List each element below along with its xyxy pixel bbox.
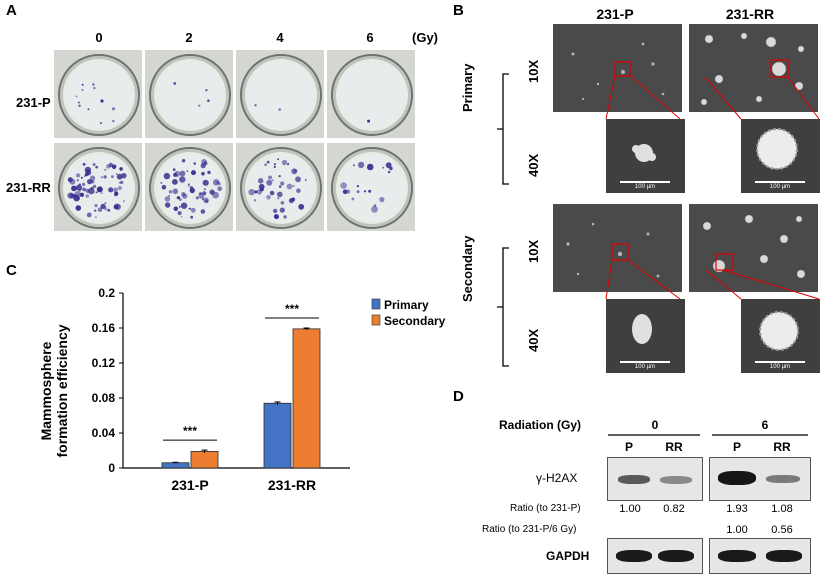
- dose-unit: (Gy): [412, 30, 438, 45]
- radiation-label: Radiation (Gy): [499, 418, 582, 432]
- mag-label-40x-primary: 40X: [526, 153, 541, 177]
- bar-secondary-231-rr: [292, 328, 321, 469]
- dose-label-4: 4: [276, 30, 284, 45]
- colony-plate: [327, 50, 415, 138]
- bar-primary-231-p: [161, 462, 190, 469]
- scale-label: 100 µm: [769, 364, 791, 370]
- x-tick-label: 231-P: [171, 477, 208, 493]
- ratio1-label: Ratio (to 231-P): [510, 503, 581, 514]
- ratio2-label: Ratio (to 231-P/6 Gy): [482, 524, 577, 535]
- panel-a-letter: A: [6, 2, 17, 19]
- scale-label: 100 µm: [769, 184, 791, 190]
- colony-plate: [236, 50, 324, 138]
- legend-label-secondary: Secondary: [384, 314, 446, 328]
- micrograph-231p-secondary-10x: [553, 204, 682, 292]
- micrograph-231p-secondary-40x: 100 µm: [606, 299, 685, 373]
- bar-primary-231-rr: [263, 402, 292, 469]
- significance-marker: ***: [183, 424, 197, 438]
- lane-label-p-0: P: [624, 440, 633, 454]
- y-axis-label-line2: formation efficiency: [54, 324, 70, 458]
- dose-label-6: 6: [366, 30, 374, 45]
- ratio1-value: 1.93: [726, 503, 748, 515]
- panel-c-letter: C: [6, 262, 17, 279]
- bar-secondary-231-p: [190, 450, 219, 469]
- panel-b-letter: B: [453, 2, 464, 19]
- micrograph-231rr-primary-10x: [689, 24, 818, 112]
- scale-bar: [620, 181, 670, 183]
- blot-gh2ax-6gy: [709, 457, 811, 501]
- legend-swatch-secondary: [371, 314, 381, 326]
- micrograph-231rr-secondary-10x: [689, 204, 818, 292]
- group-brackets: [497, 73, 509, 367]
- colony-plate: [54, 143, 142, 231]
- mag-label-40x-secondary: 40X: [526, 328, 541, 352]
- micrograph-231rr-secondary-40x: 100 µm: [741, 299, 820, 373]
- dose-label-0: 0: [95, 30, 103, 45]
- ratio1-value: 0.82: [663, 503, 685, 515]
- y-tick-label: 0.12: [92, 356, 116, 370]
- scale-label: 100 µm: [634, 184, 656, 190]
- dose-bars: [608, 434, 808, 436]
- scale-label: 100 µm: [634, 364, 656, 370]
- dose-0-label: 0: [651, 418, 659, 432]
- scale-bar: [755, 181, 805, 183]
- colony-plate: [145, 50, 233, 138]
- significance-marker: ***: [285, 302, 299, 316]
- dose-6-label: 6: [761, 418, 769, 432]
- blot-gapdh-6gy: [709, 538, 811, 574]
- y-axis-label: Mammosphere formation efficiency: [38, 301, 70, 481]
- dose-label-2: 2: [185, 30, 193, 45]
- lane-label-rr-6: RR: [773, 440, 791, 454]
- x-tick-label: 231-RR: [268, 477, 316, 493]
- y-tick-label: 0.2: [98, 286, 115, 300]
- legend-swatch-primary: [371, 298, 381, 310]
- legend-label-primary: Primary: [384, 298, 429, 312]
- ratio1-value: 1.00: [619, 503, 641, 515]
- mag-label-10x-primary: 10X: [526, 59, 541, 83]
- protein-label-gapdh: GAPDH: [546, 549, 590, 563]
- lane-label-rr-0: RR: [665, 440, 683, 454]
- micrograph-231p-primary-10x: [553, 24, 682, 112]
- protein-label-gh2ax: γ-H2AX: [536, 471, 578, 485]
- micrograph-231rr-primary-40x: 100 µm: [741, 119, 820, 193]
- colony-plate: [145, 143, 233, 231]
- ratio2-value: 0.56: [771, 524, 793, 536]
- blot-gh2ax-0gy: [607, 457, 703, 501]
- bar-chart: 0 0.04 0.08 0.12 0.16 0.2 231-P *** 231-RR *** Pri…: [92, 286, 446, 493]
- zoom-lines-primary: [605, 75, 820, 120]
- zoom-lines-secondary: [605, 259, 820, 300]
- micrograph-231p-primary-40x: 100 µm: [606, 119, 685, 193]
- panel-d-letter: D: [453, 388, 464, 405]
- y-axis-label-line1: Mammosphere: [38, 341, 54, 441]
- ratio2-value: 1.00: [726, 524, 748, 536]
- scale-bar: [755, 361, 805, 363]
- colony-plate: [54, 50, 142, 138]
- y-tick-label: 0: [108, 461, 115, 475]
- blot-gapdh-0gy: [607, 538, 703, 574]
- scale-bar: [620, 361, 670, 363]
- row-label-231rr: 231-RR: [6, 180, 51, 195]
- y-tick-label: 0.04: [92, 426, 116, 440]
- col-label-231p: 231-P: [596, 6, 634, 22]
- y-tick-label: 0.08: [92, 391, 116, 405]
- colony-plate: [327, 143, 415, 231]
- ratio1-value: 1.08: [771, 503, 793, 515]
- mag-label-10x-secondary: 10X: [526, 239, 541, 263]
- group-label-primary: Primary: [460, 63, 475, 112]
- row-label-231p: 231-P: [16, 95, 51, 110]
- col-label-231rr: 231-RR: [725, 6, 775, 22]
- y-tick-label: 0.16: [92, 321, 116, 335]
- lane-label-p-6: P: [732, 440, 741, 454]
- colony-plate: [236, 143, 324, 231]
